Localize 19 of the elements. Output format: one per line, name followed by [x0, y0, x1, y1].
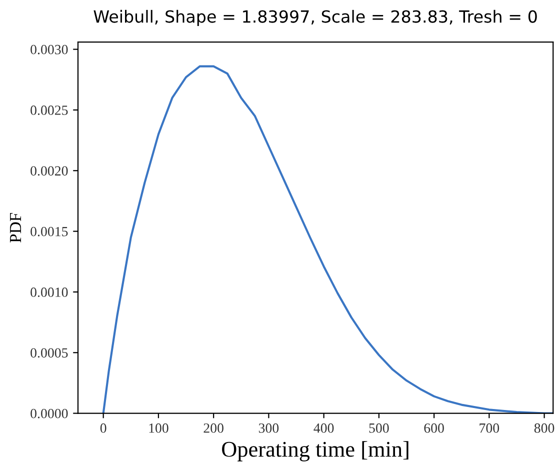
x-tick-label: 300 [258, 423, 279, 433]
x-tick-label: 200 [204, 423, 224, 433]
y-tick-label: 0.0005 [30, 348, 68, 358]
x-tick-label: 700 [480, 423, 500, 433]
x-tick-label: 100 [149, 423, 168, 433]
y-tick-label: 0.0000 [30, 408, 68, 418]
y-tick-label: 0.0020 [30, 166, 68, 176]
y-tick-label: 0.0030 [30, 44, 68, 54]
x-axis-title: Operating time [min] [222, 441, 408, 462]
y-tick-label: 0.0015 [30, 226, 68, 236]
x-tick-label: 0 [100, 423, 106, 433]
x-tick-label: 600 [424, 423, 444, 433]
y-tick-label: 0.0025 [30, 106, 68, 115]
chart-title: Weibull, Shape = 1.83997, Scale = 283.83, Tresh = 0 [94, 10, 537, 26]
y-tick-label: 0.0010 [30, 288, 68, 297]
x-tick-label: 500 [369, 423, 389, 433]
x-tick-label: 800 [534, 423, 554, 433]
y-axis-title: PDF [10, 212, 21, 242]
x-tick-label: 400 [314, 423, 334, 433]
